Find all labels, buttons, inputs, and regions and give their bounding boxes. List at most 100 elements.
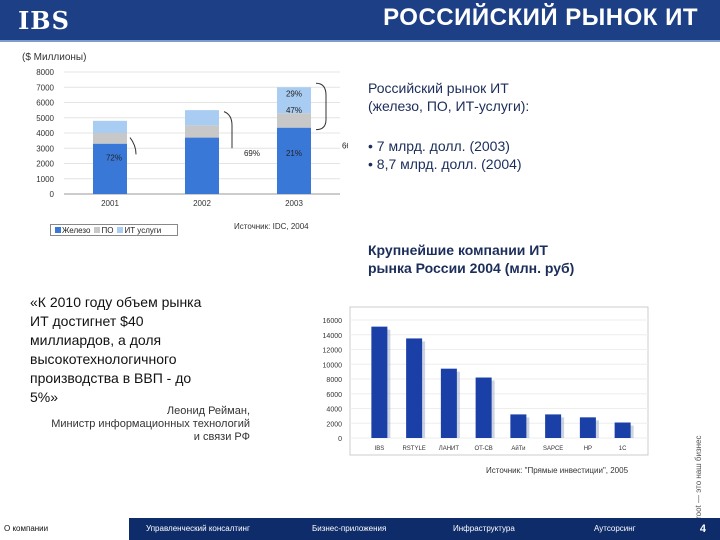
quote-line: ИТ достигнет $40	[30, 313, 144, 329]
y-tick-label: 2000	[36, 160, 54, 169]
chart2-bars	[371, 326, 634, 438]
annotation-label: 29%	[286, 89, 302, 98]
x-tick-label: ЛАНИТ	[439, 446, 460, 452]
y-tick-label: 5000	[36, 114, 54, 123]
quote-line: «К 2010 году объем рынка	[30, 294, 202, 310]
bar-ЛАНИТ	[440, 368, 457, 438]
quote-line: производства в ВВП - до	[30, 370, 192, 386]
chart2-frame	[349, 306, 649, 456]
bullet-item: • 8,7 млрд. долл. (2004)	[368, 156, 522, 172]
bar-RSTYLE	[406, 338, 423, 438]
units-label: ($ Миллионы)	[22, 52, 87, 63]
legend-item-software: ПО	[94, 226, 113, 235]
footer-tab-consulting[interactable]: Управленческий консалтинг	[146, 524, 250, 533]
header-divider	[0, 40, 720, 42]
bar-IBS	[371, 326, 388, 438]
page-title: РОССИЙСКИЙ РЫНОК ИТ	[383, 4, 698, 31]
annotation-label: 21%	[286, 149, 302, 158]
market-info-title-line: Российский рынок ИТ	[368, 80, 509, 96]
companies-chart: 0 2000 4000 6000 8000 10000 12000 14000 16000 IB…	[323, 306, 649, 456]
y-tick-label: 16000	[323, 318, 343, 325]
y-tick-label: 3000	[36, 144, 54, 153]
y-tick-label: 10000	[323, 362, 343, 369]
footer-tab-outsourcing[interactable]: Аутсорсинг	[594, 524, 636, 533]
chart2-y-axis: 0 2000 4000 6000 8000 10000 12000 14000 16000	[323, 318, 343, 443]
y-tick-label: 12000	[323, 348, 343, 355]
bullet-item: • 7 млрд. долл. (2003)	[368, 138, 510, 154]
chart1-annotations: 29% 47% 72% 69% 21% 66%	[106, 82, 348, 162]
footer-tab-infrastructure[interactable]: Инфраструктура	[453, 524, 515, 533]
x-tick-label: RSTYLE	[402, 446, 425, 452]
bracket-left	[129, 137, 137, 155]
bar-2003-series-0	[277, 127, 311, 194]
y-tick-label: 4000	[36, 129, 54, 138]
logo-text: IBS	[18, 5, 70, 35]
y-tick-label: 8000	[326, 377, 342, 384]
x-tick-label: 2001	[101, 199, 119, 208]
x-tick-label: 2003	[285, 199, 303, 208]
legend-item-hardware: Железо	[55, 226, 90, 235]
section-title-line: рынка России 2004 (млн. руб)	[368, 260, 575, 276]
bracket-mid	[223, 111, 233, 149]
page-number: 4	[699, 523, 706, 535]
bar-2001-series-1	[93, 133, 127, 144]
quote-line: 5%»	[30, 389, 59, 405]
bar-HP	[579, 417, 596, 438]
bar-АйТи	[510, 414, 527, 438]
annotation-label: 69%	[244, 149, 260, 158]
companies-section-title: Крупнейшие компании ИТ рынка России 2004…	[368, 241, 574, 277]
market-bullets: • 7 млрд. долл. (2003) • 8,7 млрд. долл.…	[368, 137, 522, 173]
y-tick-label: 0	[50, 190, 55, 199]
vertical-slogan: root — это наш бизнес	[694, 435, 703, 519]
x-tick-label: SAPCE	[543, 446, 563, 452]
y-tick-label: 6000	[326, 392, 342, 399]
y-tick-label: 0	[338, 436, 342, 443]
annotation-label: 72%	[106, 153, 122, 162]
y-tick-label: 8000	[36, 68, 54, 77]
y-tick-label: 7000	[36, 83, 54, 92]
author-line: Министр информационных технологий	[51, 418, 250, 430]
bar-1С	[614, 422, 631, 438]
bar-OT-CB	[475, 377, 492, 438]
chart1-source: Источник: IDC, 2004	[234, 222, 309, 231]
section-title-line: Крупнейшие компании ИТ	[368, 242, 548, 258]
x-tick-label: 2002	[193, 199, 211, 208]
chart1-bars	[93, 87, 311, 194]
quote-author: Леонид Рейман, Министр информационных те…	[20, 405, 250, 444]
market-info-title-line: (железо, ПО, ИТ-услуги):	[368, 98, 530, 114]
footer-tab-business-apps[interactable]: Бизнес-приложения	[312, 524, 387, 533]
x-tick-label: HP	[584, 446, 592, 452]
quote: «К 2010 году объем рынка ИТ достигнет $4…	[30, 293, 260, 407]
y-tick-label: 6000	[36, 99, 54, 108]
header-bar: IBS РОССИЙСКИЙ РЫНОК ИТ	[0, 0, 720, 40]
bracket-right	[315, 82, 327, 131]
annotation-label: 47%	[286, 106, 302, 115]
author-line: и связи РФ	[193, 431, 250, 443]
chart2-source: Источник: "Прямые инвестиции", 2005	[486, 466, 629, 475]
quote-line: высокотехнологичного	[30, 351, 177, 367]
y-tick-label: 4000	[326, 407, 342, 414]
x-tick-label: АйТи	[511, 445, 525, 452]
x-tick-label: 1С	[619, 446, 627, 452]
chart1-x-axis: 2001 2002 2003	[101, 199, 303, 208]
bar-2002-series-1	[185, 125, 219, 138]
bar-2003-series-1	[277, 113, 311, 128]
bar-2001-series-2	[93, 120, 127, 133]
chart1-legend: Железо ПО ИТ услуги	[50, 224, 178, 236]
footer-tab-about[interactable]: О компании	[0, 518, 130, 540]
author-line: Леонид Рейман,	[166, 405, 250, 417]
chart2-x-axis: IBS RSTYLE ЛАНИТ OT-CB АйТи SAPCE HP 1С	[375, 445, 628, 452]
chart1-y-axis: 0 1000 2000 3000 4000 5000 6000 7000 8000	[36, 68, 54, 199]
bar-2003-series-2	[277, 87, 311, 114]
bar-2002-series-0	[185, 137, 219, 194]
bar-2002-series-2	[185, 110, 219, 126]
bar-2001-series-0	[93, 143, 127, 194]
y-tick-label: 14000	[323, 333, 343, 340]
y-tick-label: 2000	[326, 421, 342, 428]
y-tick-label: 1000	[36, 175, 54, 184]
logo: IBS	[0, 0, 88, 40]
quote-line: миллиардов, а доля	[30, 332, 162, 348]
x-tick-label: IBS	[375, 446, 385, 452]
legend-item-services: ИТ услуги	[117, 226, 161, 235]
